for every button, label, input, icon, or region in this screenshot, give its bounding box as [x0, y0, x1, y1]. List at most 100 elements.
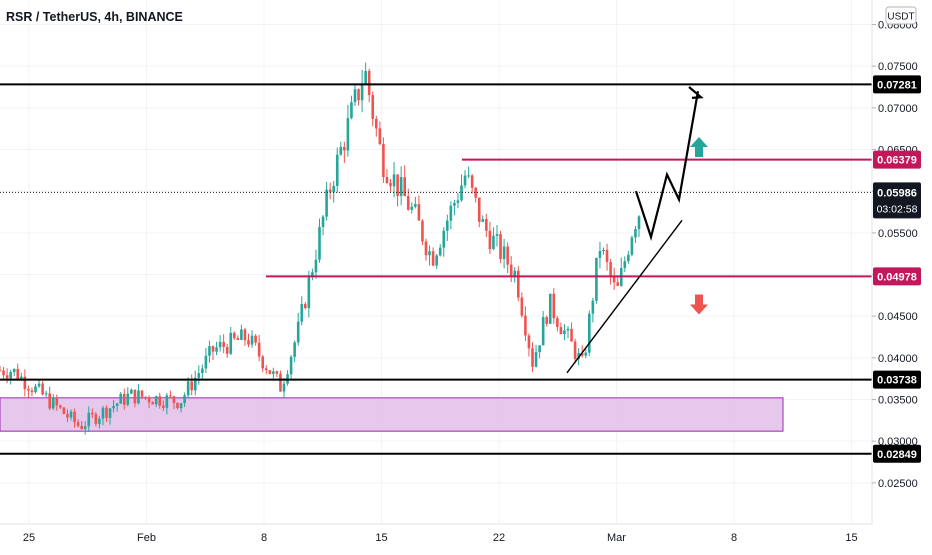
candle: [605, 243, 609, 271]
candle: [275, 370, 279, 377]
y-tick-label: 0.05500: [878, 228, 918, 240]
candle: [165, 392, 169, 415]
x-tick-label: Feb: [137, 532, 156, 544]
level-label-bg: [873, 370, 921, 389]
candle: [133, 389, 137, 408]
candle: [151, 401, 154, 405]
candle: [481, 215, 485, 223]
candle-body: [162, 405, 165, 408]
candle-body: [573, 341, 577, 360]
candle: [634, 225, 637, 244]
currency-badge[interactable]: USDT: [885, 6, 917, 25]
level-label-text: 0.06379: [877, 155, 917, 167]
candle-body: [222, 341, 225, 347]
level-label-bg: [873, 75, 921, 94]
candle-body: [609, 262, 612, 277]
y-tick-label: 0.03500: [878, 395, 918, 407]
candle-body: [552, 293, 556, 319]
candle-body: [300, 304, 304, 322]
level-label-bg: [873, 150, 921, 169]
candles: [0, 62, 641, 435]
level-label: 0.02849: [873, 444, 921, 463]
trend-line: [566, 219, 683, 374]
candle-body: [225, 346, 229, 354]
candle-body: [591, 300, 595, 314]
candle: [208, 340, 211, 363]
candle-body: [634, 229, 637, 238]
candle: [193, 370, 197, 396]
candle: [431, 247, 435, 267]
candle-body: [30, 390, 34, 393]
candle-body: [108, 408, 112, 418]
candle: [83, 421, 87, 435]
candle-body: [389, 182, 392, 187]
candle: [250, 330, 254, 348]
candle-body: [343, 146, 346, 151]
candle-body: [240, 329, 243, 340]
candle-body: [289, 356, 293, 375]
candle: [101, 405, 105, 426]
candle: [304, 302, 307, 310]
candle: [218, 335, 222, 352]
candle: [30, 387, 34, 397]
candle-body: [126, 393, 130, 405]
up-arrow-icon: [690, 137, 708, 158]
candle: [243, 327, 247, 346]
chart-title: RSR / TetherUS, 4h, BINANCE: [6, 10, 183, 24]
candle-body: [12, 368, 16, 373]
candle-body: [272, 371, 275, 374]
candle: [9, 369, 12, 385]
candle-body: [346, 118, 350, 151]
candle-body: [467, 175, 470, 177]
candle-body: [169, 395, 172, 397]
candle: [339, 141, 343, 156]
candle: [2, 366, 5, 380]
candle: [566, 326, 570, 339]
candle: [531, 342, 534, 372]
candle: [346, 104, 350, 157]
candle: [541, 311, 545, 346]
candle-body: [37, 383, 41, 387]
candle: [524, 306, 527, 342]
candle: [371, 91, 375, 127]
candle-body: [570, 328, 573, 342]
candle: [350, 95, 353, 120]
current-price-countdown: 03:02:58: [877, 203, 918, 215]
candle: [534, 344, 538, 368]
candle-body: [321, 216, 325, 227]
candle: [460, 174, 463, 202]
y-tick-label: 0.02500: [878, 478, 918, 490]
candle-body: [421, 220, 424, 242]
candle-body: [623, 261, 627, 269]
x-tick-label: 25: [23, 532, 35, 544]
candle-body: [193, 377, 197, 391]
candle: [375, 115, 378, 137]
candle: [588, 310, 591, 356]
x-tick-label: 15: [375, 532, 387, 544]
candle: [417, 195, 421, 221]
level-label-text: 0.02849: [877, 449, 917, 461]
candle-body: [367, 71, 371, 96]
candle-body: [229, 332, 233, 354]
candle: [499, 230, 502, 264]
candle-body: [371, 95, 375, 119]
candle-body: [101, 407, 105, 419]
candle: [619, 257, 623, 287]
candle: [556, 315, 559, 332]
candle-body: [396, 174, 399, 196]
level-lines: [0, 83, 872, 455]
candle-body: [332, 185, 335, 193]
candle: [616, 276, 619, 287]
drawings: [566, 86, 708, 374]
candle-body: [399, 177, 403, 196]
candle: [630, 235, 634, 257]
candle: [623, 256, 627, 273]
candle: [343, 141, 346, 163]
candle-body: [69, 411, 73, 418]
candle: [627, 250, 630, 264]
candle-body: [435, 255, 438, 266]
level-label-bg: [873, 444, 921, 463]
candle-body: [385, 177, 389, 183]
candle: [229, 326, 233, 356]
